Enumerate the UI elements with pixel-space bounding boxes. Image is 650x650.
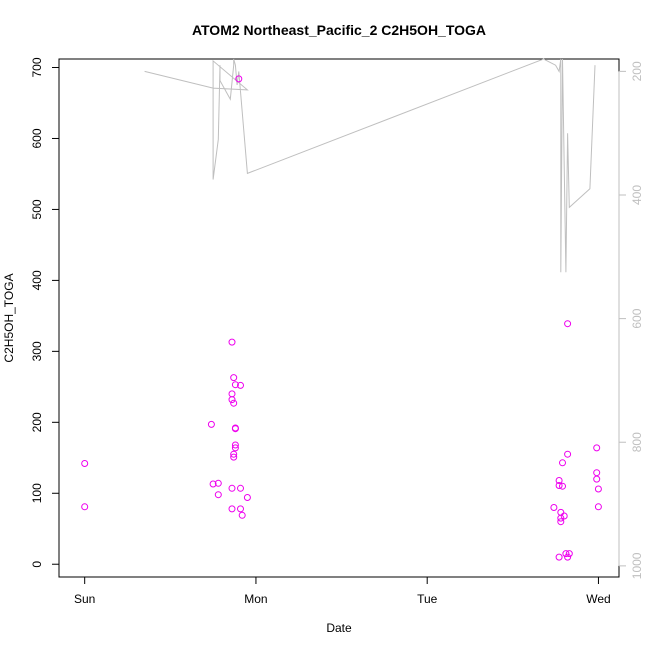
data-point xyxy=(228,484,236,492)
right-axis-series-line xyxy=(144,58,596,273)
y-axis: 0 100 200 300 400 500 600 700 xyxy=(30,57,60,568)
x-tick-label: Tue xyxy=(417,592,438,606)
data-point xyxy=(228,505,236,513)
y2-tick-label: 400 xyxy=(630,185,644,205)
y-tick-label: 100 xyxy=(30,483,44,503)
y2-tick-label: 600 xyxy=(630,308,644,328)
data-point xyxy=(207,420,215,428)
data-point xyxy=(559,482,566,490)
data-point xyxy=(564,553,572,561)
data-point xyxy=(214,479,222,487)
scatter-points-layer xyxy=(81,75,602,561)
x-tick-label: Sun xyxy=(74,592,95,606)
y-tick-label: 400 xyxy=(30,270,44,290)
chart-title: ATOM2 Northeast_Pacific_2 C2H5OH_TOGA xyxy=(192,22,486,38)
data-point xyxy=(231,381,239,389)
data-point xyxy=(228,390,236,398)
data-point xyxy=(555,553,563,561)
y-tick-label: 200 xyxy=(30,412,44,432)
data-point xyxy=(593,469,601,477)
data-point xyxy=(594,503,602,511)
data-point xyxy=(237,505,244,513)
right-axis-line-layer xyxy=(144,58,596,273)
data-point xyxy=(230,399,238,407)
data-point xyxy=(555,482,563,489)
data-point xyxy=(594,485,602,493)
data-point xyxy=(231,424,239,432)
y-tick-label: 300 xyxy=(30,341,44,361)
y2-tick-label: 1000 xyxy=(630,552,644,579)
data-point xyxy=(560,512,568,520)
data-point xyxy=(557,508,565,516)
data-point xyxy=(550,504,558,511)
data-point xyxy=(562,550,570,558)
data-point xyxy=(231,444,239,452)
y-tick-label: 500 xyxy=(30,199,44,219)
data-point xyxy=(81,460,89,467)
x-axis: Sun Mon Tue Wed xyxy=(74,576,611,606)
data-point xyxy=(559,459,566,467)
y-tick-label: 700 xyxy=(30,57,44,77)
data-point xyxy=(243,494,251,501)
data-point xyxy=(235,75,243,83)
x-tick-label: Wed xyxy=(586,592,610,606)
data-point xyxy=(593,475,601,483)
x-tick-label: Mon xyxy=(244,592,267,606)
data-point xyxy=(593,444,601,452)
y2-axis: 200 400 600 800 1000 xyxy=(618,61,644,579)
data-point xyxy=(230,374,238,382)
data-point xyxy=(555,477,563,484)
y-tick-label: 600 xyxy=(30,128,44,148)
data-point xyxy=(81,503,89,511)
data-point xyxy=(230,453,238,461)
data-point xyxy=(228,338,236,346)
data-point xyxy=(564,450,572,458)
y-tick-label: 0 xyxy=(30,561,44,568)
y-axis-label: C2H5OH_TOGA xyxy=(2,273,16,362)
y2-tick-label: 800 xyxy=(630,432,644,452)
data-point xyxy=(237,484,244,492)
y2-tick-label: 200 xyxy=(630,61,644,81)
data-point xyxy=(209,480,217,488)
data-point xyxy=(237,381,244,389)
data-point xyxy=(564,320,572,328)
x-axis-label: Date xyxy=(326,621,352,635)
data-point xyxy=(557,518,565,526)
data-point xyxy=(214,491,222,499)
data-point xyxy=(228,396,236,404)
data-point xyxy=(231,441,239,449)
data-point xyxy=(238,511,246,519)
plot-frame xyxy=(58,58,620,578)
data-point xyxy=(230,450,238,458)
data-point xyxy=(565,550,573,558)
